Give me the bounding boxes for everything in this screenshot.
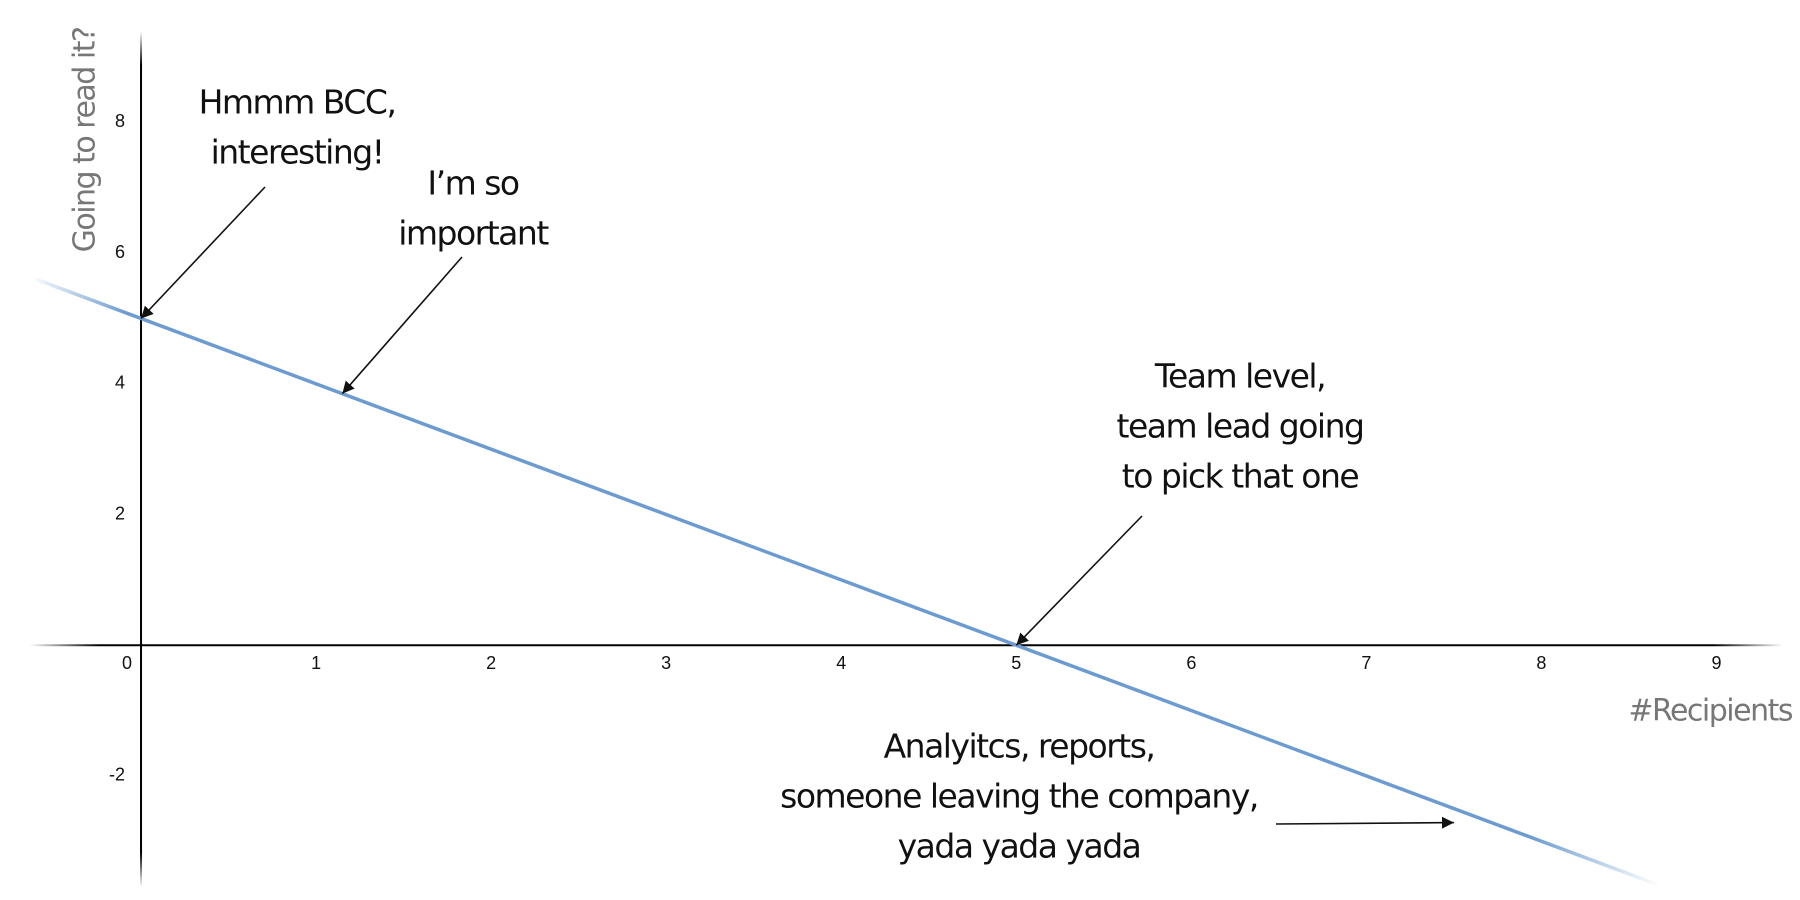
annotation-text: to pick that one xyxy=(1122,457,1359,496)
x-tick-label: 2 xyxy=(486,653,496,673)
annotation-text: Team level, xyxy=(1154,357,1325,396)
annotation-text: Hmmm BCC, xyxy=(199,83,396,122)
annotation-text: someone leaving the company, xyxy=(780,777,1258,816)
y-tick-label: 2 xyxy=(115,503,125,523)
x-tick-label: 9 xyxy=(1711,653,1721,673)
annotation-arrow xyxy=(341,256,463,395)
x-tick-label: 1 xyxy=(311,653,321,673)
y-tick-label: 4 xyxy=(115,373,125,393)
x-tick-label: 7 xyxy=(1361,653,1371,673)
annotation-arrow xyxy=(1015,515,1143,646)
x-tick-label: 8 xyxy=(1536,653,1546,673)
y-tick-label: 6 xyxy=(115,242,125,262)
x-tick-label: 3 xyxy=(661,653,671,673)
annotation-text: interesting! xyxy=(211,133,384,172)
annotation-text: team lead going xyxy=(1117,407,1364,446)
x-tick-label: 5 xyxy=(1011,653,1021,673)
y-tick-label: -2 xyxy=(109,765,125,785)
annotation: Hmmm BCC, interesting! xyxy=(140,83,397,320)
annotation-text: important xyxy=(398,214,549,253)
annotation-arrow xyxy=(1275,816,1454,829)
data-line xyxy=(35,277,1665,889)
annotation-arrow xyxy=(140,186,266,320)
annotation-text: Analyitcs, reports, xyxy=(884,727,1155,766)
x-tick-label: 4 xyxy=(836,653,846,673)
y-tick-label: 8 xyxy=(115,111,125,131)
y-axis-label: Going to read it? xyxy=(68,28,103,253)
annotation: I’m so important xyxy=(341,164,551,395)
annotation: Analyitcs, reports, someone leaving the c… xyxy=(780,727,1454,866)
annotation-text: yada yada yada xyxy=(898,827,1141,866)
annotation-text: I’m so xyxy=(427,164,519,203)
x-tick-label: 0 xyxy=(122,653,132,673)
x-axis-label: #Recipients xyxy=(1628,694,1793,729)
x-tick-label: 6 xyxy=(1186,653,1196,673)
annotation: Team level, team lead going to pick that o… xyxy=(1015,357,1365,646)
